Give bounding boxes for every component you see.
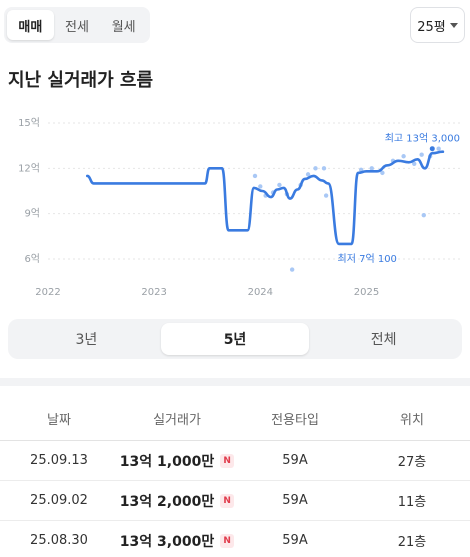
scatter-point (369, 166, 374, 171)
row-date: 25.09.02 (30, 493, 88, 508)
pyeong-label: 25평 (417, 19, 446, 35)
header-type: 전용타입 (271, 413, 319, 428)
scatter-point (323, 193, 329, 198)
row-type: 59A (282, 453, 308, 468)
scatter-point (380, 170, 385, 176)
new-badge: N (220, 533, 235, 548)
scatter-point (436, 146, 441, 151)
row-type: 59A (282, 493, 308, 508)
row-floor: 11층 (397, 495, 427, 510)
scatter-point (401, 154, 406, 159)
section-divider (0, 378, 470, 386)
table-row[interactable]: 25.09.02 13억 2,000만 N 59A 11층 (0, 481, 470, 521)
y-tick-label: 12억 (18, 162, 40, 174)
table-row[interactable]: 25.08.30 13억 3,000만 N 59A 21층 (0, 521, 470, 557)
scatter-point (313, 166, 318, 171)
period-tabs: 3년 5년 전체 (8, 319, 462, 359)
scatter-point (277, 182, 282, 188)
x-axis-ticks: 2022 2023 2024 2025 (35, 287, 379, 298)
tab-all[interactable]: 전체 (370, 332, 397, 348)
tab-monthly-rent[interactable]: 월세 (111, 19, 136, 35)
scatter-point (252, 173, 258, 179)
x-tick-label: 2022 (35, 287, 60, 298)
scatter-point (289, 267, 295, 272)
row-price-cell: 13억 2,000만 N (118, 491, 236, 511)
max-annotation: 최고 13억 3,000 (385, 133, 460, 145)
tab-sale[interactable]: 매매 (7, 10, 54, 40)
x-tick-label: 2025 (354, 287, 379, 298)
header-date: 날짜 (47, 413, 71, 428)
scatter-point (305, 172, 311, 177)
price-line (85, 150, 445, 246)
row-type: 59A (282, 533, 308, 548)
y-tick-label: 15억 (18, 117, 40, 129)
tab-jeonse[interactable]: 전세 (65, 19, 89, 35)
chevron-down-icon (449, 23, 458, 28)
row-floor: 27층 (397, 455, 427, 470)
scatter-point (419, 152, 424, 157)
chart-annotations: 최고 13억 3,000 최저 7억 100 (338, 133, 460, 265)
row-floor: 21층 (397, 535, 427, 550)
y-tick-label: 9억 (24, 208, 40, 220)
price-trend-chart: 15억 12억 9억 6억 2022 2023 2024 2025 최고 13억 3,000… (18, 117, 462, 298)
table-row[interactable]: 25.09.13 13억 1,000만 N 59A 27층 (0, 441, 470, 481)
row-price-cell: 13억 1,000만 N (118, 451, 236, 471)
chart-grid (48, 122, 462, 260)
row-date: 25.09.13 (30, 453, 88, 468)
deal-type-tabs: 매매 전세 월세 (4, 7, 150, 43)
scatter-point (421, 212, 426, 218)
min-annotation: 최저 7억 100 (338, 253, 397, 265)
new-badge: N (220, 453, 235, 468)
header-floor: 위치 (400, 413, 424, 428)
pyeong-selector[interactable]: 25평 (410, 7, 465, 43)
row-price: 13억 2,000만 (119, 493, 215, 510)
row-price: 13억 1,000만 (119, 453, 215, 470)
max-point (429, 146, 435, 152)
header-price: 실거래가 (153, 413, 201, 428)
x-tick-label: 2023 (141, 287, 166, 298)
section-title: 지난 실거래가 흐름 (8, 70, 154, 91)
table-header: 날짜 실거래가 전용타입 위치 (0, 397, 470, 441)
scatter-point (321, 166, 327, 171)
x-tick-label: 2024 (248, 287, 273, 298)
scatter-point (412, 161, 417, 166)
tab-3-years[interactable]: 3년 (75, 332, 98, 348)
row-price-cell: 13억 3,000만 N (118, 531, 236, 551)
y-axis-ticks: 15억 12억 9억 6억 (18, 117, 40, 265)
row-price: 13억 3,000만 (119, 533, 215, 550)
tab-5-years[interactable]: 5년 (160, 323, 310, 355)
y-tick-label: 6억 (24, 253, 40, 265)
scatter-point (258, 184, 263, 189)
transactions-table: 날짜 실거래가 전용타입 위치 25.09.13 13억 1,000만 N 59A… (0, 397, 470, 557)
new-badge: N (220, 493, 235, 508)
row-date: 25.08.30 (30, 533, 88, 548)
